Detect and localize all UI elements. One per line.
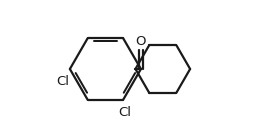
Text: Cl: Cl	[118, 106, 131, 119]
Text: Cl: Cl	[56, 75, 69, 88]
Text: O: O	[136, 35, 146, 48]
